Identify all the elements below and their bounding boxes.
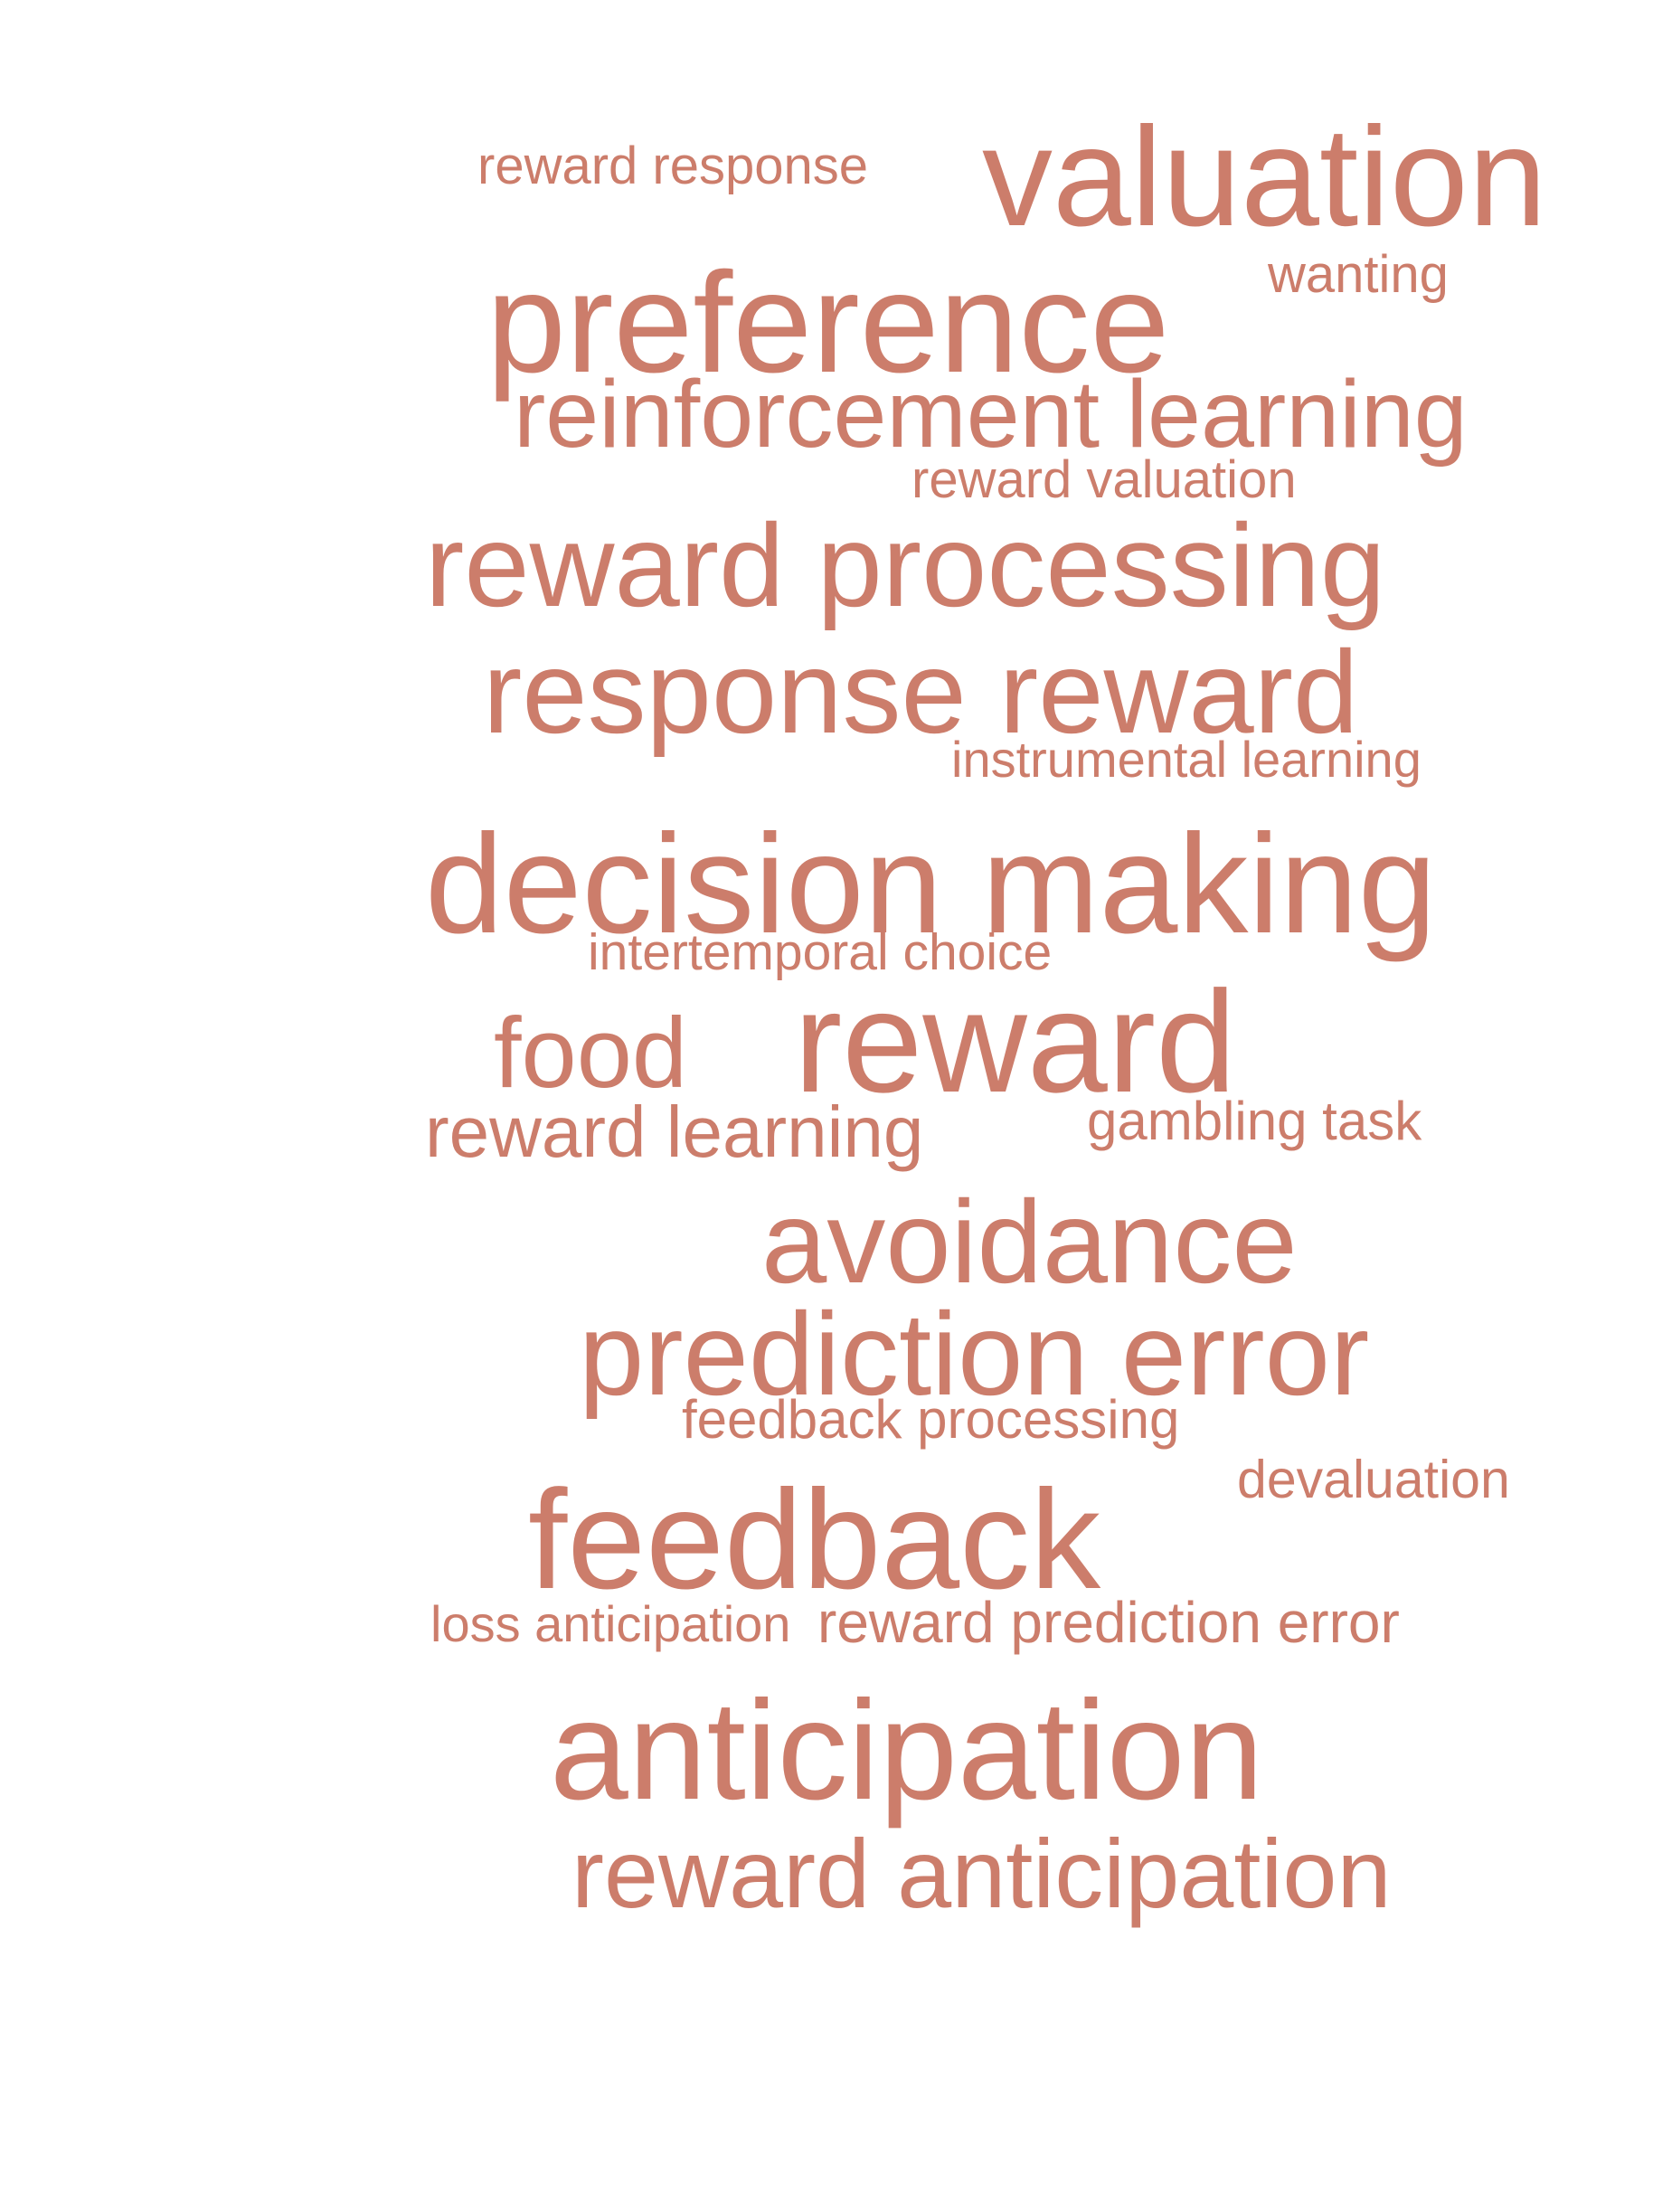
word-feedback: feedback [528, 1461, 1101, 1619]
word-devaluation: devaluation [1237, 1450, 1510, 1509]
word-reward: reward [794, 960, 1237, 1122]
word-reward-prediction-error: reward prediction error [817, 1590, 1400, 1655]
word-decision-making: decision making [425, 806, 1437, 963]
word-reward-anticipation: reward anticipation [571, 1819, 1392, 1928]
word-reinforcement-learning: reinforcement learning [514, 361, 1468, 468]
word-reward-response: reward response [477, 137, 868, 195]
word-avoidance: avoidance [761, 1176, 1298, 1308]
word-feedback-processing: feedback processing [682, 1389, 1180, 1450]
word-anticipation: anticipation [550, 1672, 1264, 1829]
word-gambling-task: gambling task [1087, 1091, 1422, 1151]
word-food: food [494, 997, 688, 1109]
word-preference: preference [486, 243, 1170, 402]
word-reward-processing: reward processing [425, 499, 1386, 631]
word-instrumental-learning: instrumental learning [951, 731, 1422, 788]
word-wanting: wanting [1268, 245, 1449, 304]
word-reward-learning: reward learning [425, 1092, 924, 1172]
word-prediction-error: prediction error [579, 1288, 1370, 1420]
word-response-reward: response reward [483, 626, 1359, 758]
word-intertemporal-choice: intertemporal choice [588, 923, 1053, 981]
word-reward-valuation: reward valuation [912, 450, 1297, 509]
word-loss-anticipation: loss anticipation [430, 1595, 791, 1652]
word-valuation: valuation [982, 99, 1547, 256]
